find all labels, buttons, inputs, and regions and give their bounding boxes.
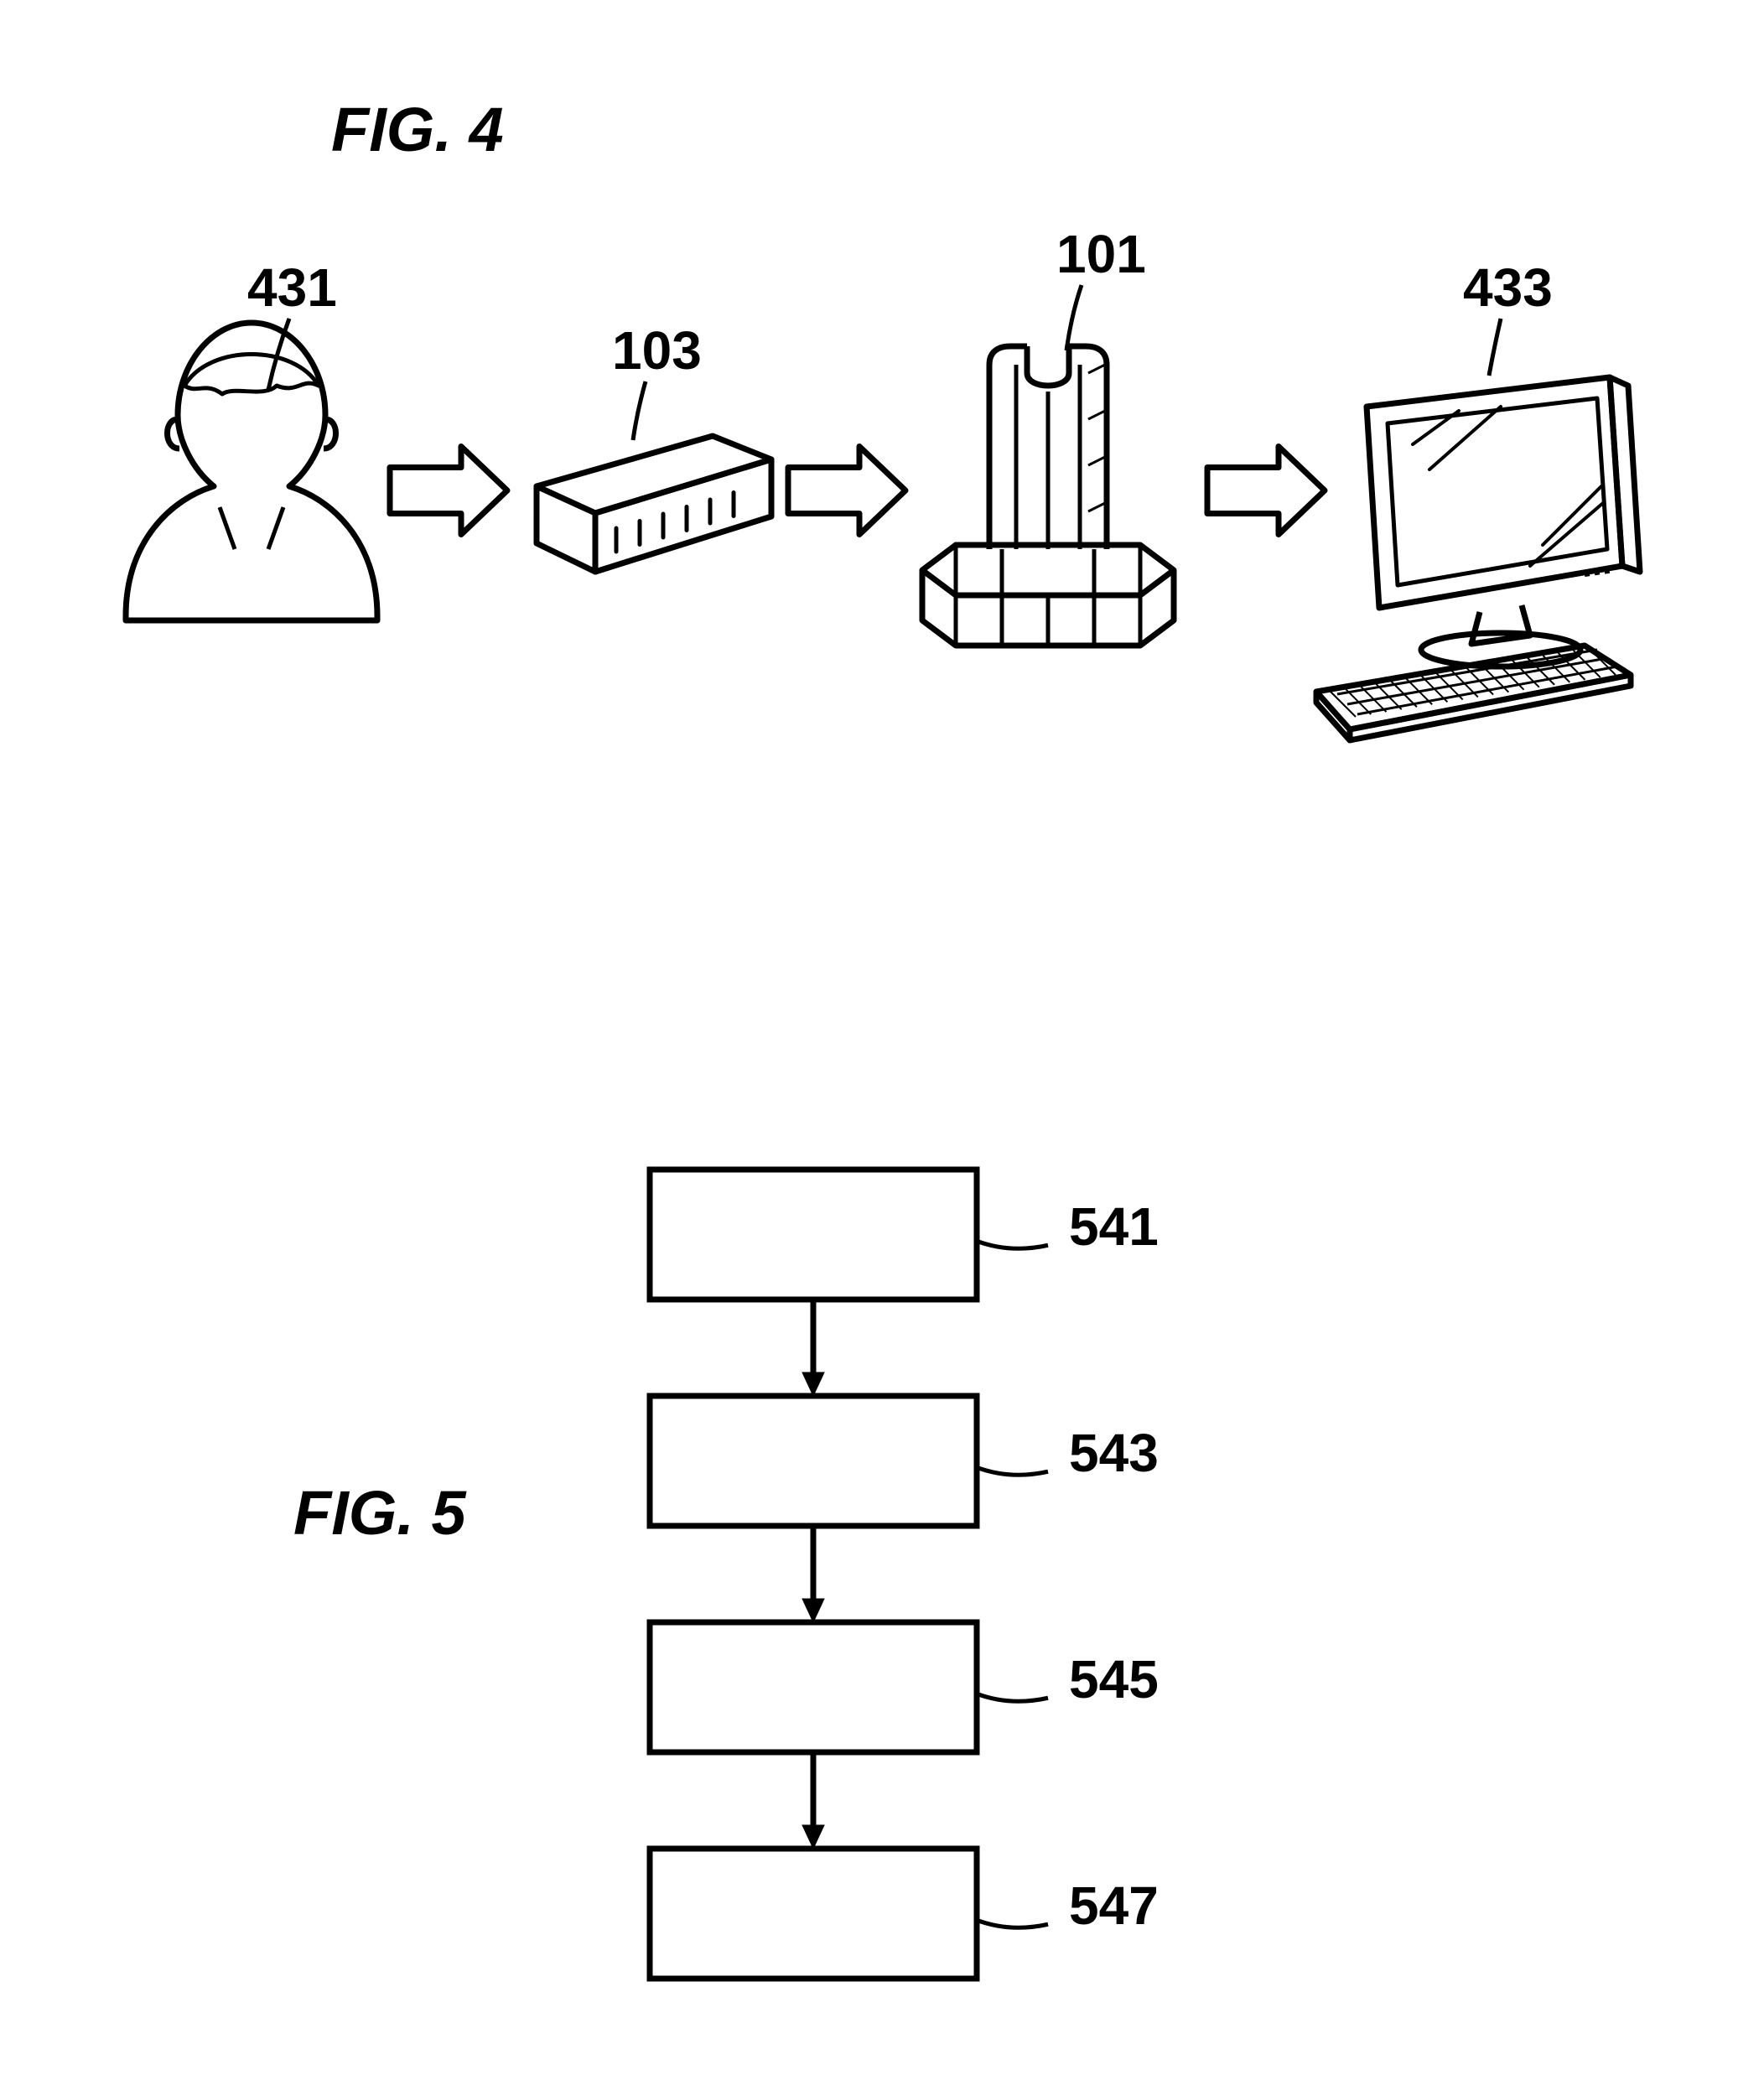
svg-text:543: 543 [1069, 1423, 1159, 1483]
device-icon [537, 436, 771, 572]
flow-arrow [1207, 447, 1325, 535]
flow-arrow [390, 447, 507, 535]
svg-text:433: 433 [1463, 257, 1553, 318]
person-icon [126, 323, 377, 620]
flow-box [650, 1396, 977, 1526]
flow-box [650, 1849, 977, 1979]
svg-text:FIG. 4: FIG. 4 [331, 95, 504, 164]
svg-text:431: 431 [247, 257, 337, 318]
svg-text:545: 545 [1069, 1649, 1159, 1709]
flow-arrow [788, 447, 905, 535]
svg-text:541: 541 [1069, 1196, 1159, 1257]
svg-text:547: 547 [1069, 1875, 1159, 1936]
flow-box [650, 1170, 977, 1299]
svg-text:101: 101 [1056, 224, 1146, 284]
computer-icon [1316, 377, 1640, 740]
svg-text:FIG. 5: FIG. 5 [293, 1478, 467, 1548]
machine-icon [922, 346, 1174, 646]
flow-box [650, 1622, 977, 1752]
svg-text:103: 103 [612, 320, 702, 381]
